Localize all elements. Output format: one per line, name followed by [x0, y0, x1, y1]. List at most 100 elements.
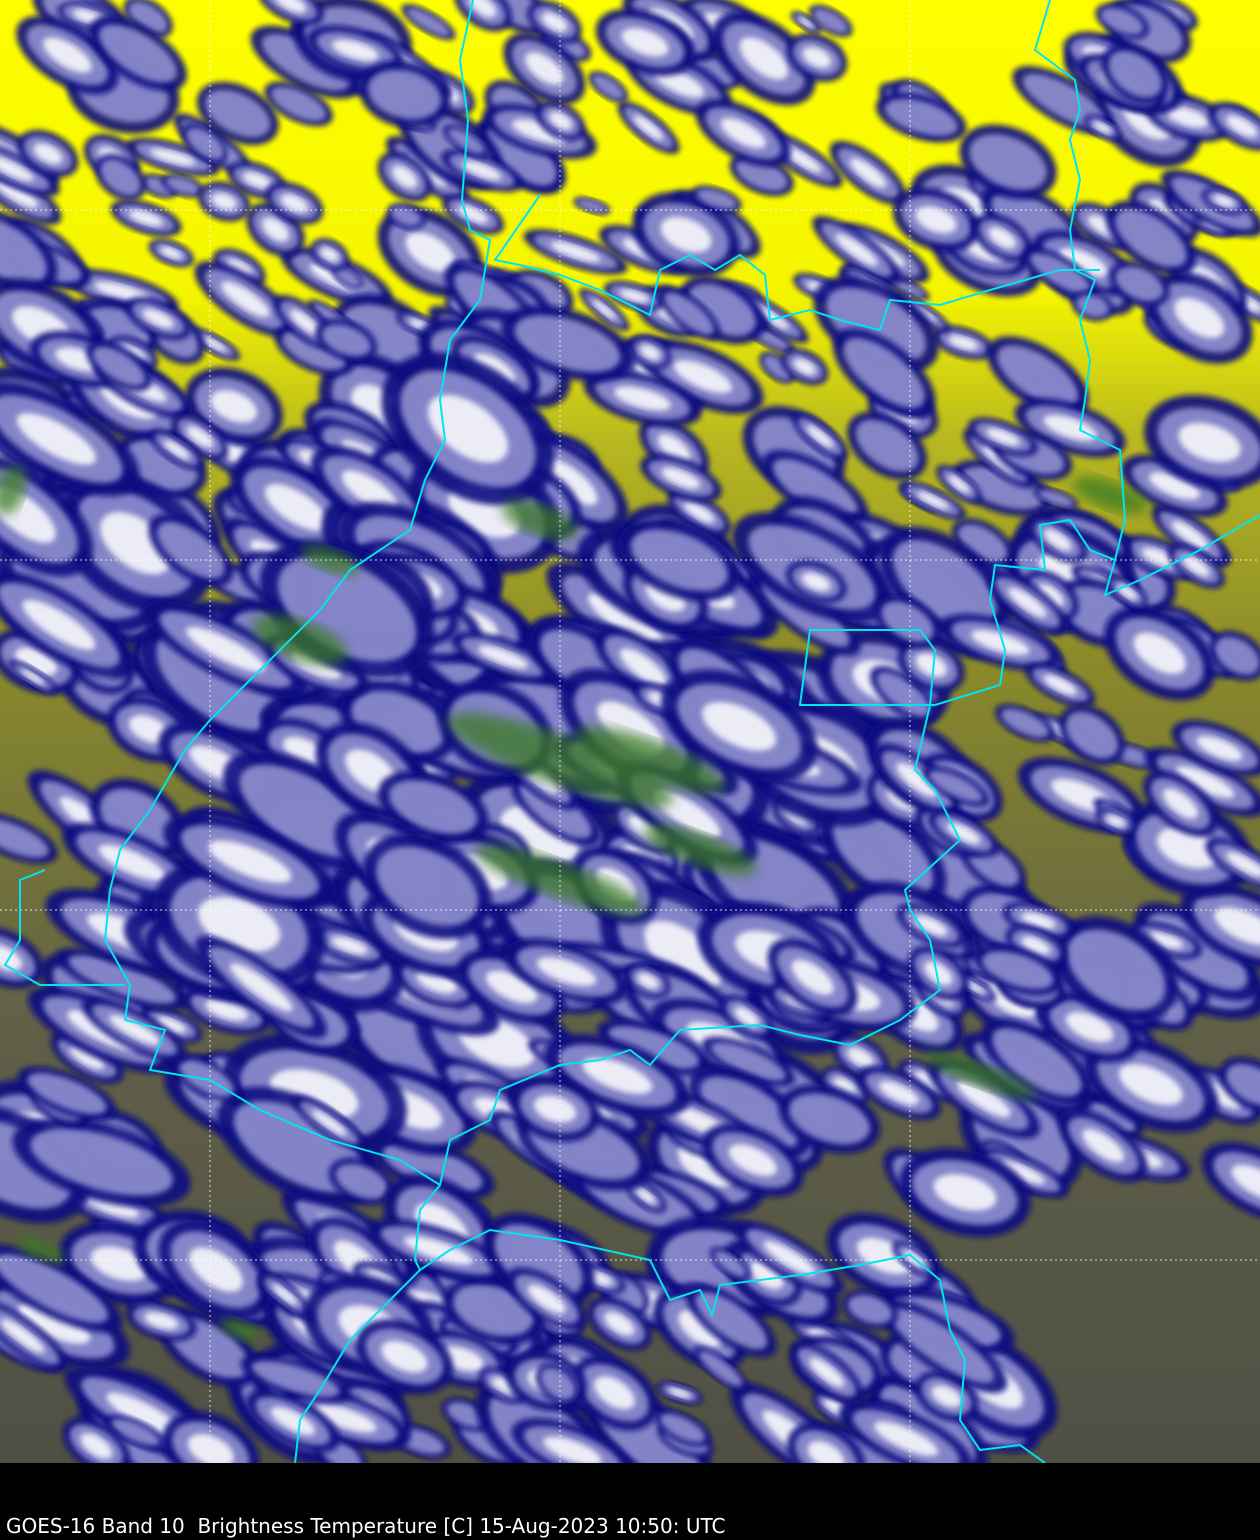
cloud-patch [878, 1081, 919, 1105]
cloud-patch [1213, 195, 1235, 207]
border-line [493, 194, 1100, 332]
cloud-patch [1226, 115, 1258, 138]
brightness-temperature-map [0, 0, 1260, 1463]
cloud-patch [958, 524, 1008, 562]
cloud-patch [43, 37, 92, 73]
cloud-patch [341, 470, 398, 511]
cloud-patch [478, 645, 529, 669]
cloud-patch [1174, 297, 1225, 338]
cloud-patch [802, 47, 832, 68]
cloud-patch [1093, 121, 1112, 134]
cloud-patch [619, 289, 649, 303]
cloud-patch [1043, 415, 1097, 441]
cloud-patch [376, 846, 479, 926]
cloud-patch [915, 653, 947, 678]
cloud-patch [229, 963, 293, 1012]
cloud-patch [99, 24, 177, 83]
cloud-patch [100, 159, 141, 196]
cloud-patch [514, 315, 621, 373]
cloud-patch [809, 1357, 845, 1387]
border-line [1033, 0, 1127, 561]
image-caption: GOES-16 Band 10 Brightness Temperature [… [6, 1514, 726, 1538]
cloud-patch [485, 970, 538, 1004]
cloud-patch [264, 484, 328, 531]
cloud-patch [1226, 1063, 1260, 1106]
cloud-patch [619, 648, 667, 686]
cloud-patch [592, 74, 625, 100]
cloud-patch [210, 390, 258, 423]
cloud-patch [960, 466, 1043, 510]
cloud-patch [702, 701, 777, 751]
cloud-patch [525, 52, 564, 85]
cloud-patch [205, 999, 249, 1021]
cloud-patch [734, 1006, 759, 1027]
cloud-patch [1115, 209, 1187, 267]
cloud-patch [0, 179, 39, 209]
cloud-patch [221, 281, 270, 317]
cloud-patch [660, 1413, 706, 1443]
cloud-patch [536, 957, 597, 986]
cloud-patch [948, 335, 979, 350]
cloud-patch [965, 980, 986, 994]
cloud-patch [165, 176, 200, 195]
cloud-patch [22, 599, 96, 650]
cloud-patch [111, 1419, 160, 1446]
cloud-patch [933, 1174, 997, 1211]
cloud-patch [1176, 766, 1235, 798]
cloud-patch [643, 824, 757, 876]
cloud-patch [94, 281, 150, 302]
cloud-patch [189, 1247, 243, 1292]
border-line [294, 1184, 441, 1463]
cloud-patch [1008, 587, 1047, 618]
cloud-patch [1162, 788, 1199, 819]
cloud-patch [630, 529, 729, 591]
cloud-patch [186, 127, 224, 160]
cloud-patch [290, 309, 320, 335]
cloud-patch [892, 539, 997, 630]
cloud-patch [392, 165, 418, 189]
cloud-patch [917, 491, 949, 510]
border-line [934, 514, 1260, 706]
cloud-patch [179, 1060, 234, 1097]
cloud-patch [321, 324, 371, 357]
cloud-patch [90, 1246, 149, 1282]
cloud-patch [763, 355, 792, 380]
cloud-patch [280, 194, 309, 213]
cloud-patch [390, 206, 422, 226]
cloud-patch [614, 386, 671, 411]
cloud-patch [923, 1051, 1037, 1099]
cloud-patch [988, 227, 1017, 249]
cloud-patch [156, 1017, 187, 1033]
cloud-patch [33, 143, 63, 164]
cloud-patch [389, 779, 478, 834]
cloud-patch [1001, 708, 1049, 738]
cloud-patch [502, 499, 578, 541]
cloud-patch [728, 1144, 777, 1177]
cloud-patch [106, 1392, 183, 1438]
cloud-patch [1133, 632, 1186, 675]
cloud-patch [540, 1367, 576, 1400]
cloud-patch [914, 915, 948, 936]
cloud-patch [1067, 929, 1166, 1011]
cloud-patch [608, 1026, 700, 1069]
cloud-patch [896, 762, 938, 797]
cloud-patch [205, 89, 271, 138]
cloud-patch [574, 726, 726, 794]
cloud-patch [1065, 1011, 1114, 1043]
country-borders [3, 0, 1260, 1463]
cloud-patch [1072, 476, 1148, 514]
cloud-patch [157, 521, 225, 579]
cloud-patch [720, 118, 766, 149]
cloud-patch [533, 1095, 577, 1123]
border-line [3, 869, 125, 986]
cloud-patch [550, 241, 601, 262]
cloud-patch [986, 428, 1020, 446]
cloud-patch [750, 1261, 784, 1290]
cloud-patch [0, 818, 49, 858]
cloud-patch [185, 626, 266, 672]
cloud-patch [311, 1110, 347, 1136]
cloud-patch [1022, 73, 1105, 128]
cloud-patch [1038, 490, 1074, 507]
graticule [0, 0, 1260, 1463]
cloud-patch [847, 1294, 893, 1324]
